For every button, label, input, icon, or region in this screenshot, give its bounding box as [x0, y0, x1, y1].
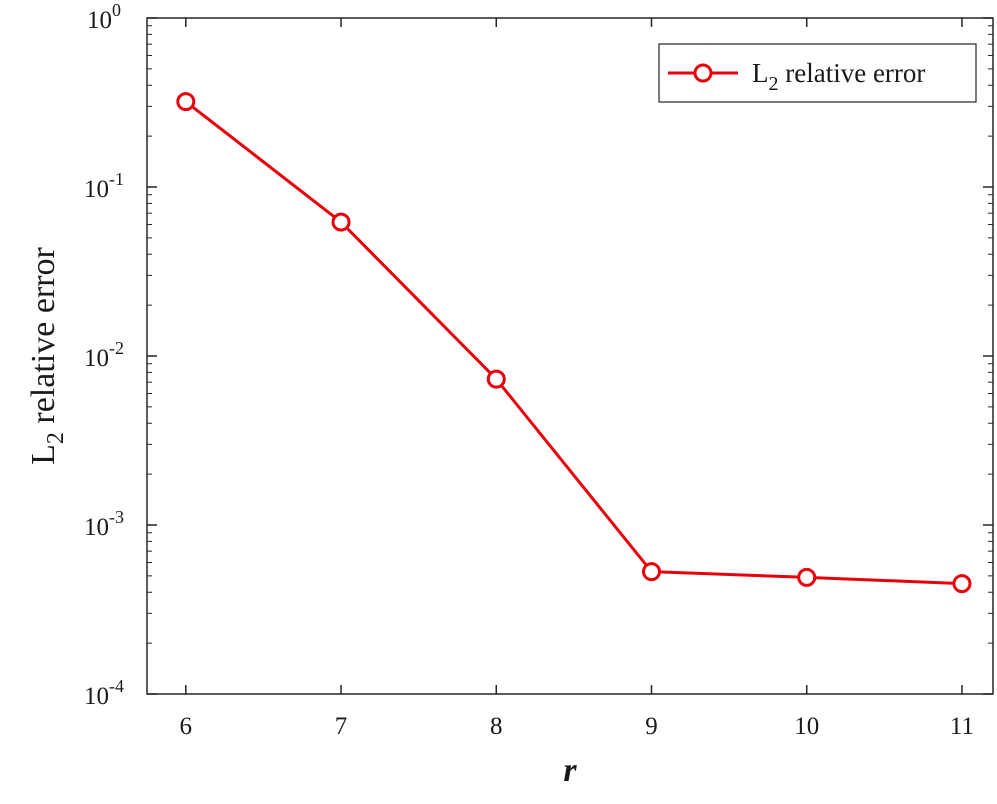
x-tick-label: 6	[180, 713, 193, 740]
y-tick-label: 10-4	[84, 676, 124, 710]
series-layer	[176, 92, 972, 594]
data-point	[176, 92, 196, 112]
x-tick-label: 10	[794, 713, 819, 740]
plot-area	[146, 17, 994, 695]
series-line	[184, 100, 963, 586]
data-point	[331, 212, 351, 232]
data-point	[952, 574, 972, 594]
data-point	[486, 369, 506, 389]
x-tick-label: 11	[950, 713, 974, 740]
legend-marker-swatch	[693, 63, 713, 83]
y-tick-label: 10-2	[84, 338, 124, 372]
x-tick-label: 8	[490, 713, 503, 740]
legend: L2 relative error	[658, 43, 977, 103]
y-tick-label: 10-1	[84, 169, 124, 203]
x-axis-ticks: 6 7 8 9 10 11	[180, 18, 974, 740]
data-point	[797, 567, 817, 587]
y-axis-ticks: 100 10-1 10-2 10-3 10-4	[84, 0, 993, 710]
x-tick-label: 9	[645, 713, 658, 740]
x-axis-label: r	[563, 752, 577, 789]
y-tick-label: 10-3	[84, 507, 124, 541]
y-axis-label: L2 relative error	[25, 246, 69, 464]
legend-label: L2 relative error	[752, 58, 925, 95]
x-tick-label: 7	[335, 713, 348, 740]
y-tick-label: 100	[87, 0, 121, 34]
data-point	[641, 562, 661, 582]
